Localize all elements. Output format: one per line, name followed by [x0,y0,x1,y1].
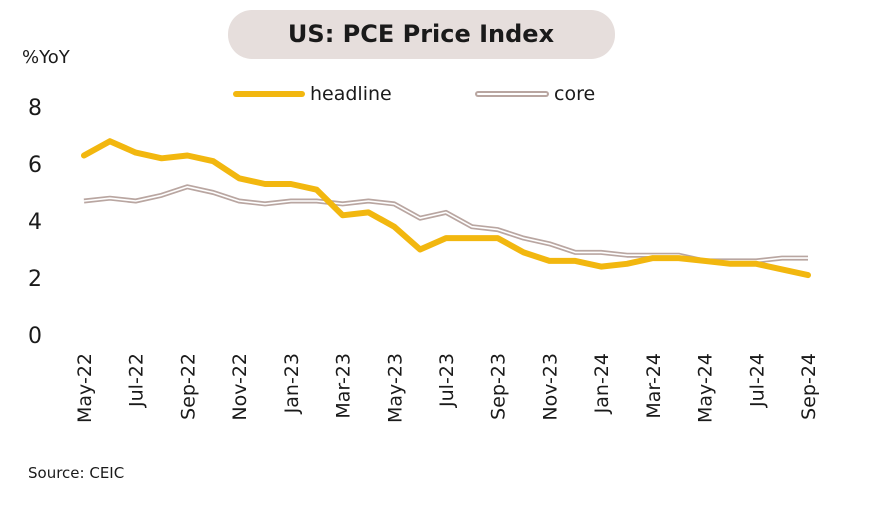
x-tick-label: Nov-22 [229,353,251,421]
series-line-headline [81,138,811,279]
legend: headline core [233,83,595,105]
x-tick-label: Mar-24 [643,353,665,419]
y-tick-label: 2 [28,267,42,292]
x-tick-label: Jul-22 [126,353,148,408]
title-pill [228,10,615,59]
x-tick-label: Sep-24 [798,353,820,420]
x-tick-label: Sep-23 [488,353,510,420]
y-axis-unit: %YoY [22,47,71,68]
x-tick-label: Sep-22 [177,353,199,420]
legend-label-headline: headline [310,83,392,105]
series-line-core-inner [83,186,808,262]
y-tick-label: 8 [28,96,42,121]
source-note: Source: CEIC [28,464,124,482]
x-tick-label: Jul-23 [436,353,458,408]
y-axis-ticks: 0 2 4 6 8 [28,96,42,349]
y-tick-label: 0 [28,324,42,349]
y-tick-label: 6 [28,153,42,178]
x-tick-label: Mar-23 [333,353,355,419]
x-tick-label: Nov-23 [539,353,561,421]
x-tick-label: May-22 [74,353,96,423]
chart-title: US: PCE Price Index [288,20,555,48]
x-tick-label: May-23 [384,353,406,423]
x-tick-label: May-24 [695,353,717,423]
x-axis-ticks: May-22 Jul-22 Sep-22 Nov-22 Jan-23 Mar-23 May-… [74,353,820,423]
x-tick-label: Jan-23 [281,353,303,414]
legend-label-core: core [554,83,595,105]
y-tick-label: 4 [28,210,42,235]
series-layer [81,138,811,279]
series-line-core [83,184,808,264]
x-tick-label: Jan-24 [591,353,613,414]
x-tick-label: Jul-24 [746,353,768,408]
